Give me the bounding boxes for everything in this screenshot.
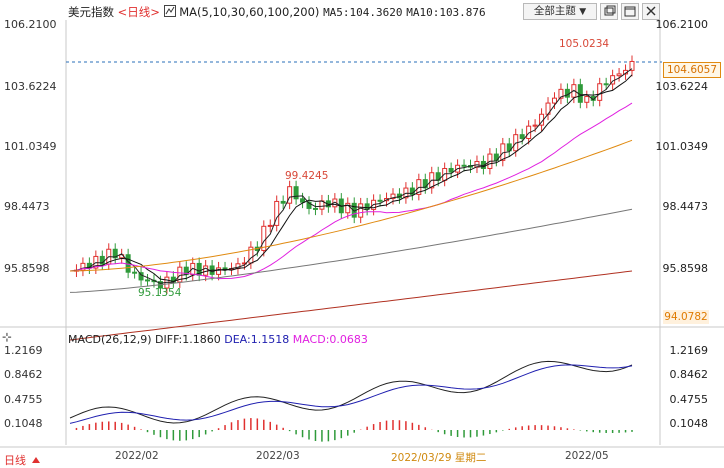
mid-high-annotation: 99.4245: [285, 170, 329, 182]
high-annotation: 105.0234: [559, 38, 610, 50]
x-tick-cursor-date: 2022/03/29 星期二: [391, 452, 487, 464]
chevron-down-icon: ▼: [579, 7, 587, 17]
candle-body: [112, 248, 118, 259]
left-y-tick-2: 103.6224: [4, 80, 57, 93]
current-price-box: 104.6057: [663, 62, 721, 78]
candle-body: [280, 200, 286, 204]
macd-y-tick-2: 0.8462: [669, 368, 709, 381]
period-selector[interactable]: 日线: [4, 452, 40, 468]
x-tick-feb: 2022/02: [115, 450, 159, 462]
low-annotation: 95.1354: [138, 287, 182, 299]
candle-body: [597, 83, 603, 101]
ma5-value: MA5:104.3620: [323, 6, 403, 19]
ma-label: MA(5,10,30,60,100,200): [179, 5, 320, 19]
candle-body: [377, 199, 383, 202]
y-tick-1: 106.2100: [655, 18, 709, 31]
ma-settings-icon[interactable]: [163, 5, 176, 17]
ma200-line: [69, 270, 633, 341]
candle-body: [267, 224, 273, 227]
macd-left-tick-3: 0.4755: [4, 393, 43, 406]
chevron-up-icon: [31, 457, 40, 463]
ma30-line: [69, 102, 633, 280]
macd-y-tick-1: 1.2169: [669, 344, 709, 357]
candle-body: [312, 207, 318, 210]
index-name: 美元指数: [68, 5, 114, 19]
candle-body: [422, 179, 428, 189]
candle-body: [629, 60, 635, 71]
candle-body: [506, 143, 512, 152]
x-tick-may: 2022/05: [565, 450, 609, 462]
candle-body: [177, 266, 183, 283]
macd-left-tick-2: 0.8462: [4, 368, 43, 381]
window-restore-button[interactable]: [600, 3, 618, 20]
candle-body: [551, 97, 557, 104]
macd-dea-line: [69, 364, 633, 424]
crosshair-settings-icon[interactable]: ⊹: [2, 330, 13, 344]
y-tick-3: 101.0349: [655, 140, 709, 153]
theme-select-button[interactable]: 全部主题 ▼: [523, 3, 597, 20]
candle-body: [358, 203, 364, 218]
candle-body: [390, 193, 396, 200]
candle-body: [584, 96, 590, 103]
macd-value: MACD:0.0683: [292, 333, 368, 346]
candle-body: [138, 272, 144, 281]
candle-body: [203, 265, 209, 276]
candle-body: [300, 198, 306, 203]
candle-body: [603, 83, 609, 86]
maximize-button[interactable]: [621, 3, 639, 20]
macd-label: MACD(26,12,9): [68, 333, 152, 346]
chart-header: 美元指数 <日线> MA(5,10,30,60,100,200) MA5:104…: [68, 4, 486, 20]
period-tag[interactable]: <日线>: [117, 5, 160, 19]
ma10-value: MA10:103.876: [406, 6, 486, 19]
axis-low-box: 94.0782: [663, 310, 709, 324]
candle-body: [293, 186, 299, 200]
candle-body: [287, 186, 293, 204]
candle-body: [99, 255, 105, 265]
ma100-line: [69, 208, 633, 293]
candle-body: [306, 201, 312, 209]
y-tick-5: 95.8598: [662, 262, 709, 275]
maximize-icon: [624, 6, 636, 17]
left-y-tick-3: 101.0349: [4, 140, 57, 153]
candle-body: [145, 279, 151, 282]
macd-diff-line: [69, 360, 633, 424]
candle-body: [80, 262, 86, 271]
candle-body: [461, 164, 467, 167]
candle-body: [216, 267, 222, 275]
left-y-tick-5: 95.8598: [4, 262, 50, 275]
ma60-line: [69, 139, 633, 272]
candle-body: [564, 88, 570, 98]
candle-body: [519, 134, 525, 139]
candle-body: [345, 202, 351, 214]
macd-left-tick-4: 0.1048: [4, 417, 43, 430]
restore-icon: [604, 5, 616, 16]
candle-body: [448, 167, 454, 173]
period-label: 日线: [4, 454, 26, 467]
candle-body: [616, 73, 622, 77]
left-y-tick-1: 106.2100: [4, 18, 57, 31]
candle-body: [132, 271, 138, 274]
theme-label: 全部主题: [533, 5, 576, 17]
y-tick-2: 103.6224: [655, 80, 709, 93]
macd-header: MACD(26,12,9) DIFF:1.1860 DEA:1.1518 MAC…: [68, 333, 368, 346]
macd-diff: DIFF:1.1860: [155, 333, 221, 346]
close-button[interactable]: [642, 3, 660, 20]
macd-y-tick-3: 0.4755: [669, 393, 709, 406]
x-tick-mar: 2022/03: [256, 450, 300, 462]
y-tick-4: 98.4473: [662, 200, 709, 213]
candle-body: [532, 124, 538, 127]
ma10-line: [69, 74, 633, 283]
left-y-tick-4: 98.4473: [4, 200, 50, 213]
macd-left-tick-1: 1.2169: [4, 344, 43, 357]
close-icon: [646, 6, 656, 16]
ma5-line: [69, 68, 633, 284]
macd-dea: DEA:1.1518: [224, 333, 290, 346]
candle-body: [558, 88, 564, 99]
macd-y-tick-4: 0.1048: [669, 417, 709, 430]
candle-body: [274, 200, 280, 226]
